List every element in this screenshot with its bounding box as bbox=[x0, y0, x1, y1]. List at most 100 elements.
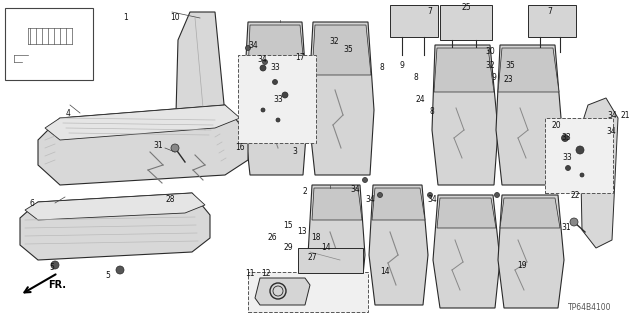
Text: 33: 33 bbox=[561, 133, 571, 143]
Text: 35: 35 bbox=[343, 46, 353, 55]
Polygon shape bbox=[312, 188, 362, 220]
Circle shape bbox=[51, 261, 59, 269]
Text: 10: 10 bbox=[170, 13, 180, 23]
Text: 8: 8 bbox=[429, 108, 435, 116]
Text: 8: 8 bbox=[413, 73, 419, 83]
Text: 23: 23 bbox=[503, 76, 513, 85]
Circle shape bbox=[570, 218, 578, 226]
Circle shape bbox=[362, 177, 367, 182]
Text: 11: 11 bbox=[245, 270, 255, 278]
Circle shape bbox=[282, 92, 288, 98]
Polygon shape bbox=[20, 193, 210, 260]
Text: 34: 34 bbox=[365, 196, 375, 204]
Polygon shape bbox=[434, 48, 494, 92]
Text: 20: 20 bbox=[551, 121, 561, 130]
Text: 33: 33 bbox=[562, 153, 572, 162]
Text: 15: 15 bbox=[283, 220, 293, 229]
Text: 14: 14 bbox=[321, 243, 331, 253]
Polygon shape bbox=[248, 25, 305, 75]
Polygon shape bbox=[243, 22, 308, 175]
Polygon shape bbox=[308, 22, 374, 175]
Text: 27: 27 bbox=[307, 254, 317, 263]
Polygon shape bbox=[255, 278, 310, 305]
Text: 16: 16 bbox=[235, 144, 245, 152]
Text: 6: 6 bbox=[29, 198, 35, 207]
Text: 34: 34 bbox=[257, 56, 267, 64]
Text: 21: 21 bbox=[620, 110, 630, 120]
Polygon shape bbox=[432, 45, 498, 185]
Text: 34: 34 bbox=[607, 110, 617, 120]
Text: 14: 14 bbox=[380, 268, 390, 277]
Polygon shape bbox=[498, 48, 559, 92]
Circle shape bbox=[378, 192, 383, 197]
Circle shape bbox=[428, 192, 433, 197]
Circle shape bbox=[495, 192, 499, 197]
Text: 5: 5 bbox=[106, 271, 111, 279]
Text: 29: 29 bbox=[283, 243, 293, 253]
Polygon shape bbox=[372, 188, 425, 220]
Polygon shape bbox=[308, 185, 365, 305]
Bar bbox=[440, 5, 492, 40]
Text: TP64B4100: TP64B4100 bbox=[568, 303, 612, 313]
Text: 28: 28 bbox=[165, 196, 175, 204]
Bar bbox=[545, 118, 613, 193]
Text: 8: 8 bbox=[380, 63, 385, 72]
Text: 25: 25 bbox=[461, 4, 471, 12]
Text: 13: 13 bbox=[297, 227, 307, 236]
Text: 9: 9 bbox=[492, 73, 497, 83]
Text: 3: 3 bbox=[292, 147, 298, 157]
Polygon shape bbox=[186, 145, 218, 175]
Bar bbox=[298, 248, 363, 273]
Circle shape bbox=[276, 118, 280, 122]
Bar bbox=[248, 272, 368, 312]
Text: 34: 34 bbox=[350, 186, 360, 195]
Circle shape bbox=[580, 173, 584, 177]
Text: 4: 4 bbox=[65, 108, 70, 117]
Text: 1: 1 bbox=[124, 13, 129, 23]
Text: 35: 35 bbox=[505, 61, 515, 70]
Polygon shape bbox=[38, 105, 248, 185]
Text: 32: 32 bbox=[329, 38, 339, 47]
Text: 26: 26 bbox=[267, 233, 277, 241]
Circle shape bbox=[561, 135, 568, 142]
Text: 5: 5 bbox=[49, 263, 54, 271]
Polygon shape bbox=[440, 55, 485, 65]
Bar bbox=[5, 8, 93, 80]
Text: 7: 7 bbox=[428, 8, 433, 17]
Polygon shape bbox=[175, 12, 228, 165]
Text: 24: 24 bbox=[415, 95, 425, 105]
Text: 19: 19 bbox=[517, 261, 527, 270]
Text: 17: 17 bbox=[295, 54, 305, 63]
Polygon shape bbox=[25, 193, 205, 220]
Text: 34: 34 bbox=[427, 196, 437, 204]
Text: 9: 9 bbox=[399, 61, 404, 70]
Bar bbox=[528, 5, 576, 37]
Circle shape bbox=[171, 144, 179, 152]
Text: 32: 32 bbox=[485, 61, 495, 70]
Polygon shape bbox=[498, 195, 564, 308]
Bar bbox=[238, 55, 316, 143]
Polygon shape bbox=[496, 45, 562, 185]
Circle shape bbox=[262, 60, 268, 64]
Text: 34: 34 bbox=[606, 128, 616, 137]
Text: 7: 7 bbox=[548, 8, 552, 17]
Circle shape bbox=[260, 65, 266, 71]
Polygon shape bbox=[580, 98, 618, 248]
Text: 18: 18 bbox=[311, 234, 321, 242]
Circle shape bbox=[273, 79, 278, 85]
Text: 31: 31 bbox=[561, 224, 571, 233]
Polygon shape bbox=[437, 198, 496, 228]
Text: 33: 33 bbox=[270, 63, 280, 72]
Text: 2: 2 bbox=[303, 188, 307, 197]
Text: 31: 31 bbox=[153, 140, 163, 150]
Text: FR.: FR. bbox=[48, 280, 66, 290]
Text: 30: 30 bbox=[485, 48, 495, 56]
Bar bbox=[390, 5, 438, 37]
Text: 33: 33 bbox=[273, 95, 283, 105]
Polygon shape bbox=[433, 195, 500, 308]
Text: 22: 22 bbox=[570, 190, 580, 199]
Text: 12: 12 bbox=[261, 270, 271, 278]
Polygon shape bbox=[312, 25, 371, 75]
Polygon shape bbox=[45, 105, 240, 140]
Circle shape bbox=[261, 108, 265, 112]
